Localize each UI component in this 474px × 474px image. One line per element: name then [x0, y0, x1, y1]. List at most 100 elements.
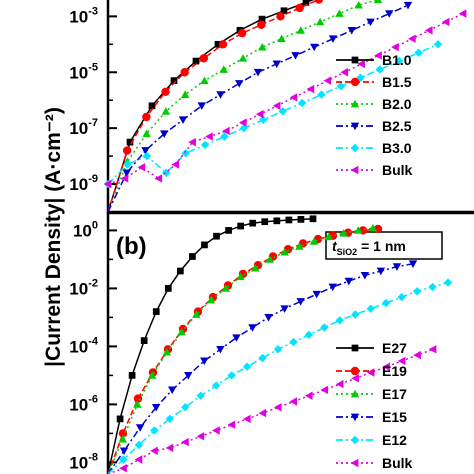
data-point	[344, 277, 353, 286]
series-bulk	[103, 9, 467, 189]
data-point	[265, 255, 275, 263]
data-point	[119, 447, 129, 455]
data-point	[188, 137, 196, 147]
data-point	[317, 90, 326, 99]
data-point	[374, 51, 382, 60]
data-point	[161, 87, 170, 97]
data-point	[272, 101, 281, 110]
data-point	[148, 102, 156, 110]
legend-label: E27	[382, 340, 407, 356]
data-point	[295, 3, 304, 13]
data-point	[428, 282, 437, 292]
data-point	[142, 112, 151, 122]
data-point	[227, 371, 236, 380]
data-point	[214, 40, 222, 48]
data-point	[424, 26, 433, 35]
legend-label: B2.0	[382, 96, 412, 112]
data-point	[366, 304, 375, 313]
data-point	[280, 247, 289, 256]
legend-marker	[350, 458, 359, 468]
data-point	[154, 174, 163, 183]
data-point	[243, 414, 251, 424]
data-point	[412, 287, 422, 296]
legend-marker	[351, 56, 359, 64]
data-point	[306, 84, 315, 94]
data-point	[339, 229, 348, 237]
legend-entry: B2.5	[336, 118, 412, 134]
legend-entry: E17	[336, 386, 407, 402]
data-point	[120, 174, 129, 183]
data-point	[280, 305, 289, 313]
data-point	[289, 93, 298, 102]
data-point	[289, 337, 298, 347]
series-e27	[107, 215, 317, 474]
data-point	[403, 1, 413, 10]
data-point	[137, 163, 146, 172]
y-tick-base: 10	[69, 337, 88, 356]
data-point	[239, 123, 249, 133]
data-point	[147, 371, 157, 379]
data-point	[441, 17, 450, 27]
data-point	[176, 267, 184, 275]
y-tick-label: 10-8	[69, 451, 98, 472]
data-point	[253, 68, 263, 77]
data-point	[320, 323, 329, 332]
data-point	[375, 65, 384, 74]
data-point	[162, 168, 171, 178]
y-tick-exponent: -7	[88, 117, 98, 129]
data-point	[239, 118, 247, 127]
data-point	[237, 28, 247, 38]
data-point	[285, 216, 293, 224]
data-point	[394, 56, 404, 66]
panel-b-legend: E27 E19 E17 E15 E12 Bulk	[336, 340, 413, 471]
y-tick-label: 10-4	[69, 335, 99, 356]
data-point	[304, 330, 314, 339]
y-tick-base: 10	[69, 453, 88, 472]
data-point	[373, 0, 383, 3]
data-point	[216, 345, 225, 354]
data-point	[212, 426, 220, 435]
y-tick-label: 10-9	[69, 173, 98, 194]
thickness-annotation-text: tSiO2 = 1 nm	[332, 238, 406, 257]
data-point	[257, 20, 266, 29]
data-point	[295, 242, 304, 250]
data-point	[443, 278, 453, 287]
data-point	[205, 132, 213, 141]
data-point	[304, 391, 313, 400]
data-point	[324, 232, 334, 241]
y-tick-label: 100	[73, 219, 98, 240]
data-point	[251, 263, 260, 272]
data-point	[273, 345, 283, 354]
panel-a: 10-310-510-710-9 B1.0B1.5B2.0B2.5B3.0Bul…	[69, 0, 474, 214]
data-point	[181, 149, 190, 158]
data-point	[382, 362, 390, 371]
data-point	[255, 109, 264, 119]
data-point	[249, 219, 257, 227]
data-point	[122, 146, 132, 155]
data-point	[227, 420, 236, 429]
legend-entry: E15	[336, 409, 407, 425]
data-point	[414, 48, 423, 57]
data-point	[397, 292, 406, 302]
data-point	[297, 98, 307, 108]
legend-label: B1.5	[382, 74, 412, 90]
data-point	[237, 222, 245, 230]
data-point	[142, 151, 152, 161]
legend-label: E15	[382, 409, 407, 425]
series-e17	[107, 223, 378, 474]
legend-marker	[350, 99, 360, 108]
data-point	[335, 9, 344, 17]
legend-marker	[350, 143, 360, 153]
data-point	[180, 90, 190, 98]
data-point	[232, 334, 241, 342]
data-point	[200, 76, 209, 85]
legend-entry: B1.0	[336, 52, 412, 68]
y-tick-base: 10	[69, 279, 88, 298]
data-point	[134, 440, 144, 450]
data-point	[413, 350, 421, 360]
data-point	[302, 0, 310, 6]
data-point	[220, 132, 229, 141]
y-tick-base: 10	[69, 395, 88, 414]
data-point	[162, 348, 172, 356]
